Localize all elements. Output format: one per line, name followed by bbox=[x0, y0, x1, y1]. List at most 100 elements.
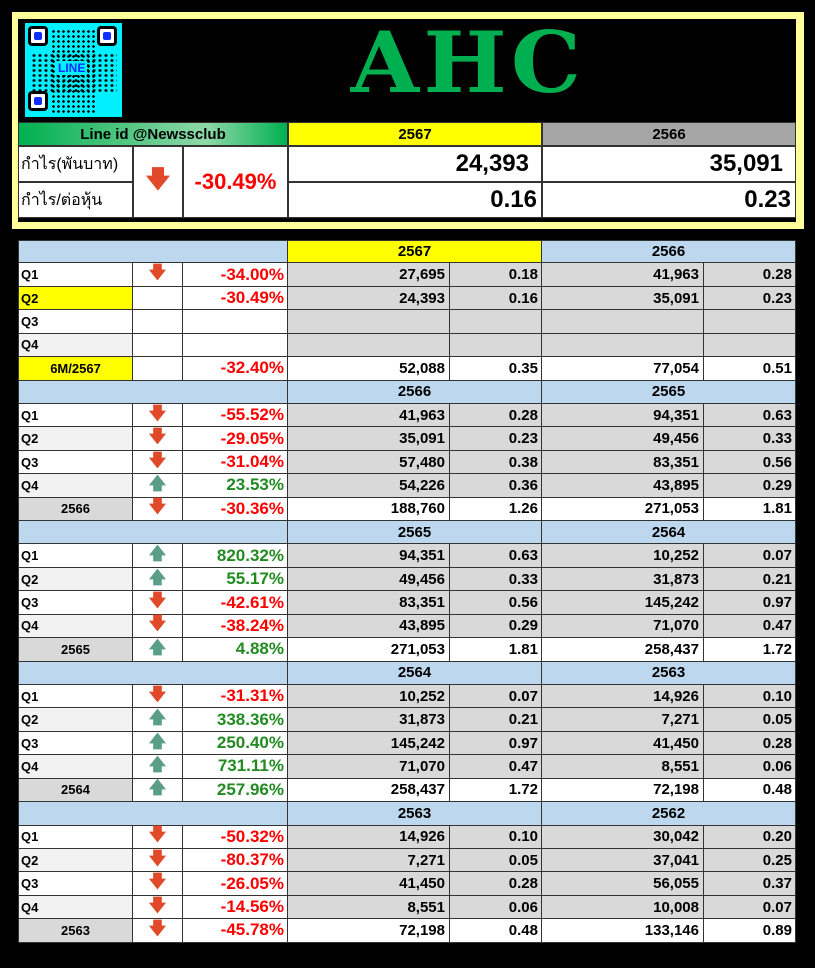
profit-b bbox=[542, 310, 704, 334]
row-label: Q3 bbox=[18, 450, 133, 475]
table-row: Q3 🡇 -31.04% 57,480 0.38 83,351 0.56 bbox=[18, 450, 796, 475]
eps-a: 0.97 bbox=[450, 731, 542, 756]
profit-b: 83,351 bbox=[542, 450, 704, 475]
percent-change: -50.32% bbox=[183, 825, 288, 849]
percent-change: -26.05% bbox=[183, 872, 288, 896]
profit-b: 30,042 bbox=[542, 825, 704, 849]
percent-change: 55.17% bbox=[183, 567, 288, 592]
eps-a: 0.47 bbox=[450, 755, 542, 779]
block-header-spacer bbox=[18, 241, 288, 264]
block-header-spacer bbox=[18, 661, 288, 686]
table-row: Q1 🡇 -31.31% 10,252 0.07 14,926 0.10 bbox=[18, 685, 796, 709]
profit-a: 94,351 bbox=[288, 544, 450, 568]
quarterly-earnings-table: 2567 2566 Q1 🡇 -34.00% 27,695 0.18 41,963 0.28 Q2… bbox=[18, 240, 796, 943]
profit-a: 83,351 bbox=[288, 591, 450, 615]
table-row: 2563 🡇 -45.78% 72,198 0.48 133,146 0.89 bbox=[18, 919, 796, 943]
arrow-down-icon: 🡇 bbox=[133, 849, 183, 873]
percent-change: -14.56% bbox=[183, 895, 288, 920]
profit-b: 77,054 bbox=[542, 357, 704, 381]
arrow-up-icon: 🡅 bbox=[133, 708, 183, 732]
row-label: Q1 bbox=[18, 263, 133, 287]
row-label: Q4 bbox=[18, 474, 133, 498]
table-row: 2564 🡅 257.96% 258,437 1.72 72,198 0.48 bbox=[18, 778, 796, 803]
eps-a: 0.28 bbox=[450, 403, 542, 428]
eps-a: 0.21 bbox=[450, 708, 542, 732]
table-row: Q1 🡅 820.32% 94,351 0.63 10,252 0.07 bbox=[18, 544, 796, 568]
arrow-down-icon: 🡇 bbox=[133, 146, 183, 218]
eps-b: 0.89 bbox=[704, 919, 796, 943]
profit-a: 7,271 bbox=[288, 848, 450, 873]
stock-ticker-title: AHC bbox=[350, 13, 586, 112]
profit-a: 52,088 bbox=[288, 357, 450, 381]
block-header-row: 2566 2565 bbox=[18, 380, 796, 404]
percent-change bbox=[183, 310, 288, 334]
block-header-row: 2564 2563 bbox=[18, 661, 796, 686]
arrow-up-icon: 🡅 bbox=[133, 474, 183, 498]
profit-a: 31,873 bbox=[288, 708, 450, 732]
profit-a: 8,551 bbox=[288, 895, 450, 920]
eps-b: 0.05 bbox=[704, 708, 796, 732]
profit-a: 258,437 bbox=[288, 778, 450, 803]
profit-a bbox=[288, 310, 450, 334]
row-label: Q4 bbox=[18, 755, 133, 779]
year-b-header: 2562 bbox=[542, 802, 796, 826]
profit-b: 7,271 bbox=[542, 708, 704, 732]
row-label: Q1 bbox=[18, 825, 133, 849]
block-header-spacer bbox=[18, 380, 288, 404]
profit-label: กำไร(พันบาท) bbox=[18, 146, 133, 182]
percent-change: -32.40% bbox=[183, 357, 288, 381]
table-row: Q4 🡅 731.11% 71,070 0.47 8,551 0.06 bbox=[18, 755, 796, 779]
percent-change: -55.52% bbox=[183, 403, 288, 428]
row-label: Q1 bbox=[18, 403, 133, 428]
profit-b: 133,146 bbox=[542, 919, 704, 943]
profit-b: 145,242 bbox=[542, 591, 704, 615]
table-row: Q2 -30.49% 24,393 0.16 35,091 0.23 bbox=[18, 286, 796, 311]
summary-panel: LINE AHC Line id @Newssclub 2567 2566 กำ… bbox=[12, 12, 804, 229]
arrow-up-icon: 🡅 bbox=[133, 778, 183, 803]
row-label: 2564 bbox=[18, 778, 133, 803]
table-row: Q3 bbox=[18, 310, 796, 334]
eps-b bbox=[704, 333, 796, 358]
profit-a: 10,252 bbox=[288, 685, 450, 709]
eps-b: 0.07 bbox=[704, 895, 796, 920]
year-a-header: 2566 bbox=[288, 380, 542, 404]
row-label: Q3 bbox=[18, 591, 133, 615]
eps-a: 0.56 bbox=[450, 591, 542, 615]
percent-change: -42.61% bbox=[183, 591, 288, 615]
line-qr-code[interactable]: LINE bbox=[25, 23, 122, 117]
profit-a: 14,926 bbox=[288, 825, 450, 849]
year-a-header: 2567 bbox=[288, 241, 542, 264]
arrow-down-icon: 🡇 bbox=[133, 896, 183, 920]
eps-a: 0.63 bbox=[450, 544, 542, 568]
profit-a: 71,070 bbox=[288, 755, 450, 779]
eps-b: 0.47 bbox=[704, 614, 796, 639]
profit-b: 37,041 bbox=[542, 848, 704, 873]
arrow-cell bbox=[133, 310, 183, 334]
percent-change: -80.37% bbox=[183, 848, 288, 873]
table-row: Q3 🡅 250.40% 145,242 0.97 41,450 0.28 bbox=[18, 731, 796, 756]
eps-b: 0.48 bbox=[704, 778, 796, 803]
percent-change: -31.31% bbox=[183, 685, 288, 709]
eps-b: 0.20 bbox=[704, 825, 796, 849]
year-b-header: 2565 bbox=[542, 380, 796, 404]
table-row: Q2 🡇 -29.05% 35,091 0.23 49,456 0.33 bbox=[18, 427, 796, 451]
row-label: 6M/2567 bbox=[18, 357, 133, 381]
table-row: 2566 🡇 -30.36% 188,760 1.26 271,053 1.81 bbox=[18, 497, 796, 522]
eps-b: 1.72 bbox=[704, 638, 796, 662]
profit-a: 54,226 bbox=[288, 474, 450, 498]
eps-b: 0.33 bbox=[704, 427, 796, 451]
arrow-down-icon: 🡇 bbox=[133, 591, 183, 615]
table-row: Q4 bbox=[18, 333, 796, 358]
row-label: Q2 bbox=[18, 427, 133, 451]
eps-label: กำไร/ต่อหุ้น bbox=[18, 182, 133, 218]
profit-b: 31,873 bbox=[542, 567, 704, 592]
profit-b bbox=[542, 333, 704, 358]
block-header-spacer bbox=[18, 521, 288, 545]
qr-line-label: LINE bbox=[56, 61, 88, 75]
arrow-down-icon: 🡇 bbox=[133, 825, 183, 849]
row-label: Q4 bbox=[18, 333, 133, 358]
profit-b: 49,456 bbox=[542, 427, 704, 451]
eps-b: 1.81 bbox=[704, 497, 796, 522]
block-header-row: 2567 2566 bbox=[18, 240, 796, 264]
row-label: Q4 bbox=[18, 895, 133, 920]
